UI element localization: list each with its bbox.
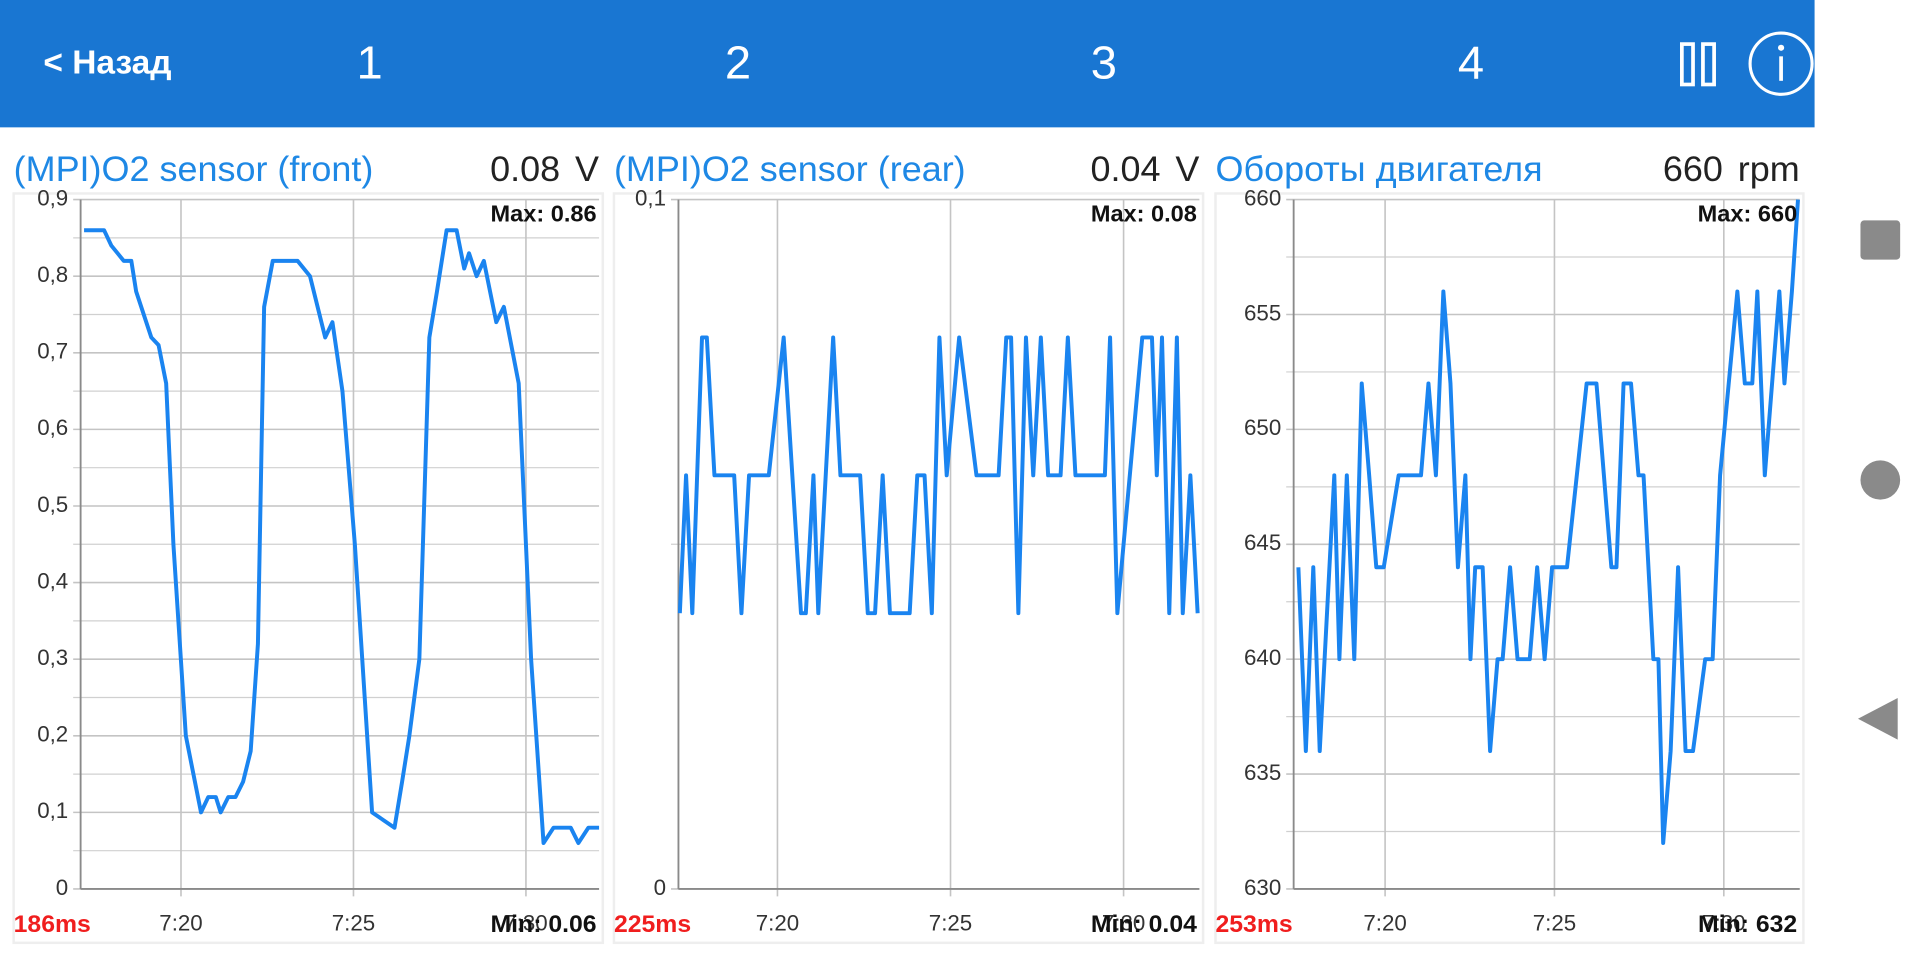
- sensor-title: (MPI)O2 sensor (front): [14, 149, 374, 189]
- y-tick-label: 0,3: [37, 645, 68, 670]
- x-tick-label: 7:25: [1533, 910, 1576, 935]
- latency-label: 186ms: [14, 911, 91, 938]
- sensor-unit: rpm: [1738, 149, 1800, 189]
- x-tick-label: 7:25: [929, 910, 972, 935]
- min-label: Min: 632: [1698, 911, 1797, 938]
- back-nav-button[interactable]: [1857, 697, 1898, 740]
- data-line: [84, 228, 600, 845]
- sensor-title: (MPI)O2 sensor (rear): [614, 149, 966, 189]
- data-line: [677, 335, 1200, 616]
- sensor-panel: Обороты двигателя rpm 660 630 635 640 645 650 65…: [1214, 149, 1805, 945]
- sensor-panel: (MPI)O2 sensor (rear) V 0.04 0 0,1 7:20 7:25 7:…: [612, 149, 1205, 945]
- x-tick-label: 7:30: [1702, 910, 1745, 935]
- plot-frame: [1214, 192, 1805, 945]
- pause-bar: [1680, 42, 1695, 87]
- y-tick-label: 660: [1244, 186, 1281, 211]
- y-tick-label: 655: [1244, 300, 1281, 325]
- tab[interactable]: 4: [1458, 37, 1484, 89]
- info-dot: [1777, 44, 1785, 51]
- y-tick-label: 0,2: [37, 722, 68, 747]
- pause-bar: [1701, 42, 1716, 87]
- x-tick-label: 7:25: [332, 910, 375, 935]
- plot-frame: [612, 192, 1205, 945]
- y-tick-label: 0,7: [37, 339, 68, 364]
- info-circle: [1748, 31, 1814, 96]
- max-label: Max: 0.08: [1091, 201, 1197, 227]
- x-tick-label: 7:20: [1363, 910, 1406, 935]
- sensor-value: 660: [1663, 149, 1723, 189]
- app-bar: [0, 0, 1815, 128]
- y-tick-label: 640: [1244, 645, 1281, 670]
- x-tick-label: 7:20: [756, 910, 799, 935]
- sensor-unit: V: [575, 149, 599, 189]
- home-button[interactable]: [1860, 460, 1901, 500]
- min-label: Min: 0.04: [1091, 911, 1197, 938]
- y-tick-label: 650: [1244, 415, 1281, 440]
- sensor-panel: (MPI)O2 sensor (front) V 0.08 0 0,1 0,2 0,3 0,4…: [12, 149, 605, 945]
- y-tick-label: 0,9: [37, 186, 68, 211]
- y-tick-label: 0: [654, 875, 666, 900]
- data-line: [1296, 199, 1800, 845]
- info-stem: [1779, 56, 1783, 81]
- y-tick-label: 0,6: [37, 415, 68, 440]
- y-tick-label: 645: [1244, 530, 1281, 555]
- recent-apps-button[interactable]: [1860, 220, 1901, 260]
- tab[interactable]: 3: [1091, 37, 1117, 89]
- y-tick-label: 0: [56, 875, 68, 900]
- sensor-unit: V: [1175, 149, 1199, 189]
- y-tick-label: 630: [1244, 875, 1281, 900]
- y-tick-label: 0,1: [635, 186, 666, 211]
- y-tick-label: 0,5: [37, 492, 68, 517]
- tab[interactable]: 1: [357, 37, 383, 89]
- back-button[interactable]: < Назад: [43, 45, 171, 82]
- min-label: Min: 0.06: [491, 911, 597, 938]
- nav-bar: [1857, 220, 1901, 740]
- x-tick-label: 7:20: [159, 910, 202, 935]
- tab[interactable]: 2: [725, 37, 751, 89]
- y-tick-label: 0,1: [37, 798, 68, 823]
- latency-label: 253ms: [1216, 911, 1293, 938]
- y-tick-label: 0,4: [37, 569, 68, 594]
- plot-frame: [12, 192, 605, 945]
- x-tick-label: 7:30: [1102, 910, 1145, 935]
- sensor-value: 0.04: [1090, 149, 1160, 189]
- max-label: Max: 660: [1698, 201, 1798, 227]
- y-tick-label: 635: [1244, 760, 1281, 785]
- y-tick-label: 0,8: [37, 262, 68, 287]
- info-button[interactable]: [1748, 31, 1814, 96]
- max-label: Max: 0.86: [491, 201, 597, 227]
- x-tick-label: 7:30: [504, 910, 547, 935]
- sensor-title: Обороты двигателя: [1216, 149, 1543, 189]
- sensor-value: 0.08: [490, 149, 560, 189]
- pause-button[interactable]: [1680, 42, 1716, 87]
- latency-label: 225ms: [614, 911, 691, 938]
